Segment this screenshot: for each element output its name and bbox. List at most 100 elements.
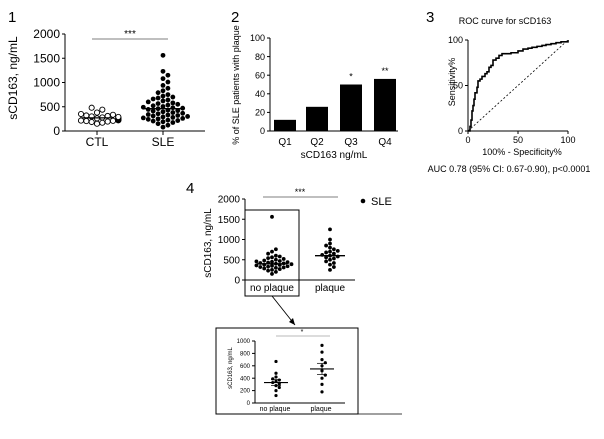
significance-q3: * [349, 72, 353, 82]
sle-data-point [170, 105, 176, 111]
x-tick-label: 0 [465, 135, 470, 145]
sle-data-point [160, 93, 166, 99]
plaque-data-point [323, 361, 327, 365]
sle-data-point [165, 79, 171, 85]
inset-y-tick-label: 400 [240, 376, 251, 382]
plaque-data-point [324, 250, 329, 255]
panel-4-category-no-plaque: no plaque [250, 283, 294, 294]
ctl-data-point [109, 111, 117, 118]
no-plaque-data-point [273, 265, 278, 270]
panel-4-y-axis-label: sCD163, ng/mL [203, 208, 214, 278]
inset-y-tick-label: 800 [240, 352, 251, 358]
sle-data-point [170, 120, 176, 125]
panel-4: 4 sCD163, ng/mL 0 500 1000 1500 2000 *** SLE… [186, 180, 392, 326]
no-plaque-data-point [277, 259, 282, 263]
category-label-q3: Q3 [344, 137, 358, 148]
sle-data-point [165, 97, 171, 103]
y-tick-label: 50 [453, 81, 463, 91]
no-plaque-data-point [274, 375, 278, 379]
panel-1-sle-points [140, 52, 191, 130]
sle-data-point [180, 115, 186, 121]
panel-1: 1 sCD163, ng/mL 0 500 1000 1500 2000 CTL SLE… [6, 9, 205, 149]
panel-1-y-tick-label: 500 [40, 100, 60, 114]
no-plaque-data-point [262, 266, 267, 271]
panel-1-y-axis-label: sCD163, ng/mL [6, 36, 20, 120]
sle-data-point [160, 83, 166, 88]
panel-4-y-tick-label: 1500 [218, 215, 241, 226]
no-plaque-data-point [266, 268, 271, 273]
panel-1-number: 1 [8, 9, 16, 26]
no-plaque-data-point [270, 267, 274, 272]
panel-4-mean-bars [257, 255, 345, 265]
sle-data-point [155, 101, 161, 106]
no-plaque-data-point [274, 359, 278, 364]
panel-2-annotations: *** [349, 66, 389, 82]
ctl-data-point [93, 120, 101, 127]
plaque-data-point [320, 343, 324, 347]
ctl-data-point [99, 106, 106, 113]
no-plaque-data-point [277, 378, 281, 382]
panel-4-no-plaque-points [254, 214, 294, 276]
x-tick-label: 50 [513, 135, 523, 145]
sle-data-point [165, 117, 171, 123]
significance-q4: ** [381, 66, 389, 76]
inset-y-tick-label: 600 [240, 364, 251, 370]
plaque-data-point [320, 376, 324, 380]
sle-data-point [165, 85, 171, 91]
plaque-data-point [328, 227, 332, 232]
plaque-data-point [324, 255, 329, 260]
sle-data-point [140, 115, 146, 121]
sle-data-point [185, 114, 191, 119]
plaque-data-point [328, 241, 332, 246]
sle-data-point [150, 118, 156, 124]
panel-2-y-tick-label: 60 [255, 70, 265, 80]
panel-2-y-axis-label: % of SLE patients with plaque [231, 25, 241, 145]
sle-data-point [160, 68, 166, 74]
no-plaque-data-point [273, 247, 278, 252]
y-tick-label: 0 [458, 126, 463, 136]
panel-3-y-axis-label: Sensitivity% [447, 58, 457, 107]
panel-2-number: 2 [231, 9, 239, 26]
panel-1-y-tick-label: 0 [53, 124, 60, 138]
panel-3-ticks: 00 50 50 100 100 [448, 35, 576, 145]
sle-data-point [160, 119, 166, 125]
ctl-data-point [77, 110, 85, 118]
inset-significance-star: * [301, 329, 304, 336]
no-plaque-data-point [281, 257, 286, 261]
category-label-q4: Q4 [378, 137, 392, 148]
sle-data-point [145, 112, 151, 117]
plaque-data-point [331, 265, 336, 269]
sle-data-point [160, 114, 166, 120]
inset-y-tick-label: 0 [247, 401, 251, 407]
panel-1-significance-stars: *** [124, 29, 136, 40]
plaque-data-point [328, 267, 332, 272]
panel-4-legend-label: SLE [371, 196, 392, 208]
inset-y-axis-label: sCD163, ng/mL [228, 346, 234, 388]
panel-3-number: 3 [426, 9, 434, 26]
sle-data-point [175, 101, 181, 107]
panel-2-bars [274, 78, 396, 131]
sle-data-point [165, 92, 171, 98]
panel-1-ctl-points [77, 104, 122, 127]
plaque-data-point [324, 259, 329, 264]
no-plaque-data-point [273, 253, 278, 258]
sle-data-point [160, 52, 166, 58]
sle-data-point [155, 116, 161, 122]
sle-data-point [165, 122, 171, 128]
panel-1-category-ctl: CTL [86, 135, 109, 149]
category-label-q2: Q2 [310, 137, 324, 148]
ctl-data-point [88, 118, 95, 126]
sle-data-point [170, 94, 176, 100]
panel-3-x-axis-label: 100% - Specificity% [482, 147, 562, 157]
panel-4-plaque-points [320, 227, 340, 272]
no-plaque-data-point [266, 264, 271, 269]
plaque-data-point [320, 382, 324, 386]
panel-1-y-tick-label: 1000 [33, 76, 60, 90]
ctl-data-point [77, 117, 85, 124]
plaque-data-point [328, 245, 332, 250]
panel-2-x-axis-label: sCD163 ng/mL [301, 150, 368, 161]
panel-2-y-tick-label: 100 [250, 33, 265, 43]
sle-data-point [170, 110, 176, 115]
panel-2-y-tick-label: 20 [255, 108, 265, 118]
reference-diagonal-line [467, 39, 569, 132]
